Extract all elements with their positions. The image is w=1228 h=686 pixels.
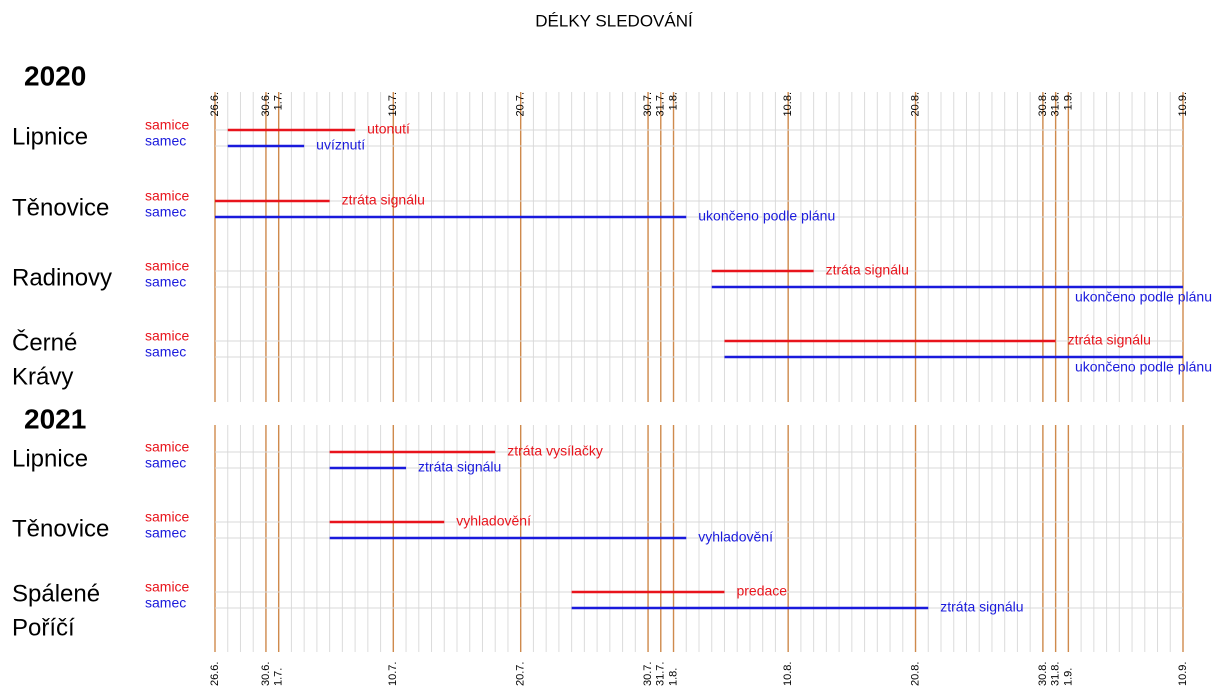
site-name: Poříčí <box>12 614 75 641</box>
sex-label: samice <box>145 439 190 455</box>
site-name: Lipnice <box>12 445 88 472</box>
sex-label: samec <box>145 455 186 471</box>
outcome-label: predace <box>736 583 787 599</box>
x-tick-label: 20.7. <box>515 662 527 686</box>
x-tick-label: 30.7. <box>642 662 654 686</box>
x-tick-label: 10.9. <box>1177 92 1189 116</box>
outcome-label: ztráta signálu <box>342 192 425 208</box>
x-tick-label: 1.9. <box>1062 92 1074 110</box>
site-name: Krávy <box>12 363 73 390</box>
x-tick-label: 20.7. <box>515 92 527 116</box>
outcome-label: ztráta signálu <box>1068 332 1151 348</box>
sex-label: samec <box>145 133 186 149</box>
x-tick-label: 20.8. <box>909 92 921 116</box>
sex-label: samice <box>145 509 190 525</box>
site-name: Spálené <box>12 580 100 607</box>
sex-label: samec <box>145 595 186 611</box>
x-tick-label: 10.7. <box>387 92 399 116</box>
sex-label: samice <box>145 579 190 595</box>
outcome-label: uvíznutí <box>316 137 365 153</box>
chart-title: DÉLKY SLEDOVÁNÍ <box>535 11 693 30</box>
x-tick-label: 1.9. <box>1062 668 1074 686</box>
outcome-label: vyhladovění <box>456 513 531 529</box>
x-tick-label: 30.6. <box>260 662 272 686</box>
x-tick-label: 26.6. <box>209 92 221 116</box>
outcome-label: ztráta vysílačky <box>507 443 603 459</box>
x-tick-label: 30.6. <box>260 92 272 116</box>
x-tick-label: 1.8. <box>667 668 679 686</box>
x-tick-label: 10.8. <box>782 92 794 116</box>
outcome-label: ukončeno podle plánu <box>1075 359 1212 375</box>
year-label: 2021 <box>24 403 86 434</box>
x-tick-label: 31.7. <box>655 92 667 116</box>
site-name: Těnovice <box>12 515 109 542</box>
x-tick-label: 1.7. <box>273 92 285 110</box>
x-tick-label: 20.8. <box>909 662 921 686</box>
x-tick-label: 30.7. <box>642 92 654 116</box>
sex-label: samec <box>145 344 186 360</box>
x-tick-label: 10.7. <box>387 662 399 686</box>
sex-label: samec <box>145 274 186 290</box>
site-name: Lipnice <box>12 123 88 150</box>
x-tick-label: 31.8. <box>1050 92 1062 116</box>
sex-label: samec <box>145 525 186 541</box>
x-tick-label: 10.8. <box>782 662 794 686</box>
x-tick-label: 1.8. <box>667 92 679 110</box>
outcome-label: ukončeno podle plánu <box>698 208 835 224</box>
x-tick-label: 1.7. <box>273 668 285 686</box>
year-label: 2020 <box>24 60 86 91</box>
outcome-label: ztráta signálu <box>418 459 501 475</box>
sex-label: samice <box>145 188 190 204</box>
outcome-label: ukončeno podle plánu <box>1075 289 1212 305</box>
outcome-label: ztráta signálu <box>940 599 1023 615</box>
x-tick-label: 10.9. <box>1177 662 1189 686</box>
outcome-label: ztráta signálu <box>826 262 909 278</box>
sex-label: samice <box>145 328 190 344</box>
site-name: Těnovice <box>12 194 109 221</box>
sex-label: samice <box>145 258 190 274</box>
x-tick-label: 31.8. <box>1050 662 1062 686</box>
outcome-label: utonutí <box>367 121 410 137</box>
site-name: Černé <box>12 328 77 356</box>
x-tick-label: 26.6. <box>209 662 221 686</box>
sex-label: samice <box>145 117 190 133</box>
x-tick-label: 30.8. <box>1037 92 1049 116</box>
x-tick-label: 31.7. <box>655 662 667 686</box>
x-tick-label: 30.8. <box>1037 662 1049 686</box>
sex-label: samec <box>145 204 186 220</box>
site-name: Radinovy <box>12 264 112 291</box>
outcome-label: vyhladovění <box>698 529 773 545</box>
